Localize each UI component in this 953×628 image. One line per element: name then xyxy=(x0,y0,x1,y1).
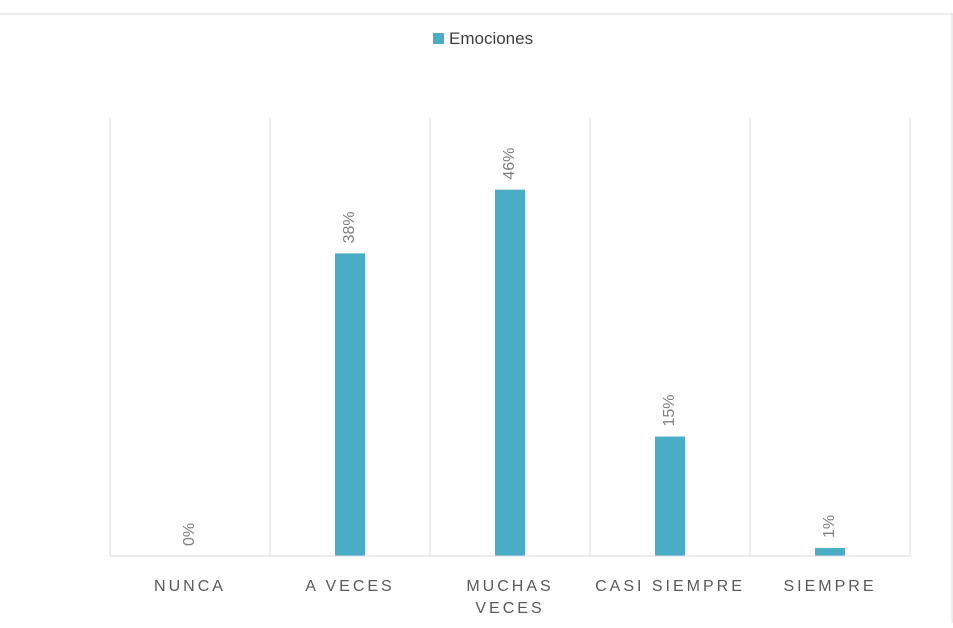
x-axis: NUNCA A VECES MUCHAS VECES CASI SIEMPRE SIEMP… xyxy=(110,555,910,617)
data-label: 46% xyxy=(501,148,518,180)
x-tick-label: SIEMPRE xyxy=(783,578,876,595)
x-tick-label: A VECES xyxy=(305,578,394,595)
data-label: 0% xyxy=(181,523,198,546)
data-label: 38% xyxy=(341,211,358,243)
legend: Emociones xyxy=(433,29,533,48)
legend-label: Emociones xyxy=(449,29,533,48)
data-label: 1% xyxy=(821,515,838,538)
x-tick-label: NUNCA xyxy=(154,578,226,595)
bar xyxy=(815,548,845,556)
x-tick-label: MUCHAS VECES xyxy=(466,578,553,617)
gridlines xyxy=(109,118,911,556)
data-label: 15% xyxy=(661,395,678,427)
chart-frame-lines xyxy=(0,13,953,623)
bar xyxy=(495,189,525,556)
x-tick-label: CASI SIEMPRE xyxy=(595,578,745,595)
bar xyxy=(655,436,685,556)
legend-swatch xyxy=(433,33,444,44)
bar xyxy=(335,253,365,556)
bars xyxy=(335,189,845,556)
data-labels: 0% 38% 46% 15% 1% xyxy=(181,148,838,546)
